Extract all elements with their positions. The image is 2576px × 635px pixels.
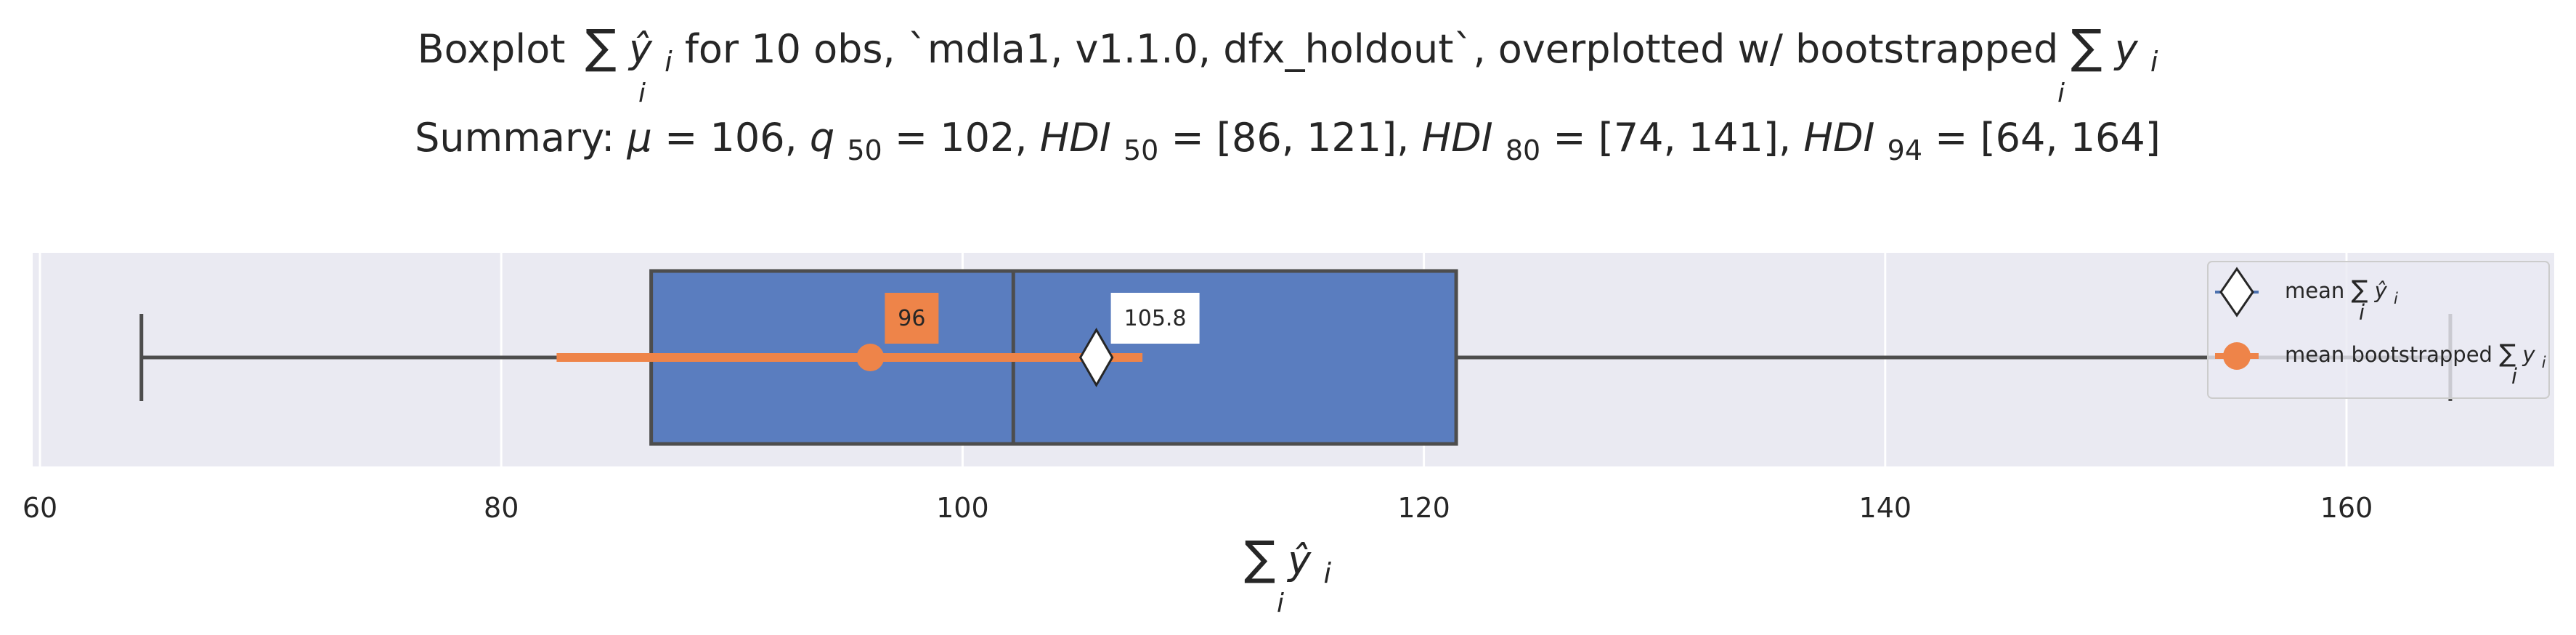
x-axis-label-var-sub: i (1323, 557, 1331, 589)
title-sum-symbol: ∑ (585, 20, 617, 74)
summary-mu: μ (627, 115, 652, 161)
summary-q: q (810, 115, 834, 161)
x-tick-label-80: 80 (484, 492, 519, 524)
mean-label-box (1110, 293, 1200, 344)
title-prefix: Boxplot (418, 26, 566, 72)
title-sum-var: ŷ (627, 26, 653, 72)
summary-hdi80-sub: 80 (1506, 134, 1540, 166)
legend-diamond-icon (2219, 267, 2254, 318)
summary-q-sub: 50 (847, 134, 882, 166)
summary-hdi94-value: = [64, 164] (1935, 115, 2161, 161)
x-tick-label-60: 60 (23, 492, 57, 524)
legend-frame (2207, 261, 2550, 399)
title-sum2-var: y (2113, 26, 2139, 72)
legend-mean-boot-var-sub: i (2542, 354, 2546, 371)
legend-entry-mean-bootstrap: mean bootstrapped ∑ y i (2285, 339, 2546, 371)
legend-mean-pred-sum: ∑ (2351, 275, 2368, 304)
x-tick-labels: 60 80 100 120 140 160 (23, 492, 2373, 524)
x-tick-label-160: 160 (2320, 492, 2373, 524)
legend-mean-pred-index: i (2359, 300, 2365, 325)
bootstrap-mean-label-box (885, 293, 939, 344)
legend-mean-boot-prefix: mean bootstrapped (2285, 342, 2499, 367)
summary-hdi50-value: = [86, 121], (1171, 115, 1422, 161)
mean-label: 105.8 (1124, 306, 1187, 331)
title-middle: for 10 obs, `mdla1, v1.1.0, dfx_holdout`… (685, 26, 2071, 72)
x-axis-label-sum: ∑ (1244, 532, 1275, 586)
chart-title-line1: Boxplot ∑ ŷ i for 10 obs, `mdla1, v1.1.0… (418, 20, 2158, 81)
x-tick-label-140: 140 (1859, 492, 1912, 524)
summary-prefix: Summary: (415, 115, 627, 161)
mean-diamond-marker (1078, 328, 1114, 387)
title-sum2-index: i (2057, 78, 2065, 108)
title-sum2-var-sub: i (2150, 46, 2158, 78)
summary-hdi94-sub: 94 (1888, 134, 1922, 166)
legend-mean-boot-sum: ∑ (2499, 339, 2516, 368)
title-sum-index: i (638, 78, 646, 108)
legend: mean ∑ ŷ i i mean bootstrapped ∑ y i i (2207, 261, 2550, 399)
x-tick-label-120: 120 (1397, 492, 1450, 524)
legend-mean-pred-prefix: mean (2285, 278, 2351, 303)
x-axis-label-var: ŷ (1286, 538, 1312, 583)
x-axis-label: ∑ ŷ i (1244, 532, 1331, 589)
summary-hdi50: HDI (1040, 115, 1111, 161)
legend-entry-mean-pred: mean ∑ ŷ i (2285, 275, 2398, 307)
bootstrap-mean-label: 96 (898, 306, 925, 331)
summary-mu-value: = 106, (665, 115, 810, 161)
bootstrap-mean-dot (856, 344, 885, 371)
legend-mean-boot-index: i (2511, 364, 2517, 389)
x-tick-label-100: 100 (936, 492, 989, 524)
title-sum2-symbol: ∑ (2071, 20, 2102, 74)
legend-mean-pred-var: ŷ (2374, 278, 2388, 303)
summary-hdi80: HDI (1422, 115, 1493, 161)
legend-dot-icon (2223, 342, 2251, 370)
summary-hdi50-sub: 50 (1124, 134, 1158, 166)
chart-title-line2: Summary: μ = 106, q 50 = 102, HDI 50 = [… (415, 115, 2161, 169)
title-sum-var-sub: i (665, 46, 673, 78)
summary-q-value: = 102, (895, 115, 1040, 161)
summary-hdi80-value: = [74, 141], (1553, 115, 1803, 161)
legend-mean-pred-var-sub: i (2394, 290, 2398, 307)
x-axis-label-index: i (1277, 589, 1284, 618)
summary-hdi94: HDI (1803, 115, 1874, 161)
legend-mean-boot-var: y (2522, 342, 2535, 367)
